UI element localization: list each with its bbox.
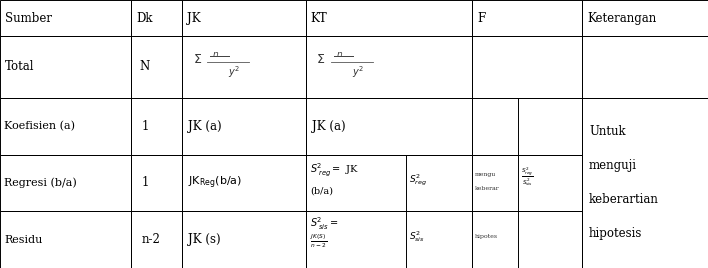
Text: Dk: Dk (136, 12, 152, 25)
Text: Total: Total (5, 61, 35, 73)
Text: F: F (477, 12, 486, 25)
Bar (0, 0, 131, 36)
Text: JK (s): JK (s) (188, 233, 221, 246)
Bar (0, 155, 131, 211)
Text: $n$: $n$ (212, 50, 219, 59)
Text: $S^2_{\ sis}=$: $S^2_{\ sis}=$ (310, 215, 339, 232)
Bar (306, 98, 472, 155)
Bar (182, 211, 306, 268)
Bar (472, 155, 582, 211)
Text: keberar: keberar (475, 186, 500, 191)
Text: Koefisien (a): Koefisien (a) (4, 121, 75, 131)
Text: 1: 1 (142, 176, 149, 189)
Text: $\overline{\quad\quad}$: $\overline{\quad\quad}$ (209, 51, 230, 60)
Text: Residu: Residu (4, 235, 42, 245)
Text: $\Sigma$: $\Sigma$ (193, 53, 202, 66)
Text: mengu: mengu (475, 172, 496, 177)
Bar (472, 98, 582, 155)
Text: $y^2$: $y^2$ (352, 64, 364, 80)
Bar (582, 36, 708, 98)
Bar (582, 98, 708, 268)
Bar (182, 155, 306, 211)
Text: keberartian: keberartian (589, 193, 659, 206)
Bar (131, 155, 182, 211)
Text: $S^2_{\ reg}=$ JK: $S^2_{\ reg}=$ JK (310, 162, 359, 179)
Text: JK (a): JK (a) (188, 120, 222, 133)
Text: JK (a): JK (a) (312, 120, 346, 133)
Bar (306, 211, 472, 268)
Text: menguji: menguji (589, 159, 637, 172)
Bar (182, 0, 306, 36)
Bar (182, 98, 306, 155)
Text: $\overline{\quad\quad}$: $\overline{\quad\quad}$ (333, 51, 354, 60)
Text: KT: KT (311, 12, 328, 25)
Bar (306, 36, 472, 98)
Bar (131, 98, 182, 155)
Text: $S^2_{sis}$: $S^2_{sis}$ (409, 229, 426, 244)
Bar (306, 0, 472, 36)
Text: 1: 1 (142, 120, 149, 133)
Text: Sumber: Sumber (5, 12, 52, 25)
Bar (182, 36, 306, 98)
Text: Regresi (b/a): Regresi (b/a) (4, 178, 77, 188)
Text: $y^2$: $y^2$ (228, 64, 240, 80)
Text: $n$: $n$ (336, 50, 343, 59)
Bar (306, 155, 472, 211)
Text: $S^2_{reg}$: $S^2_{reg}$ (409, 172, 427, 188)
Bar (472, 36, 582, 98)
Text: Untuk: Untuk (589, 125, 626, 138)
Bar (0, 98, 131, 155)
Bar (0, 36, 131, 98)
Text: Keterangan: Keterangan (587, 12, 656, 25)
Bar (472, 0, 582, 36)
Text: $\frac{S^2_{reg}}{S^2_{sis}}$: $\frac{S^2_{reg}}{S^2_{sis}}$ (521, 165, 534, 188)
Bar (472, 211, 582, 268)
Text: $\mathrm{JK}_{\mathrm{Reg}}\mathrm{(b/a)}$: $\mathrm{JK}_{\mathrm{Reg}}\mathrm{(b/a)… (188, 175, 242, 191)
Bar (582, 0, 708, 36)
Text: $\frac{JK(S)}{n-2}$: $\frac{JK(S)}{n-2}$ (310, 232, 328, 250)
Text: n-2: n-2 (142, 233, 161, 246)
Text: N: N (139, 61, 149, 73)
Text: hipotes: hipotes (475, 234, 498, 239)
Text: JK: JK (187, 12, 200, 25)
Bar (131, 211, 182, 268)
Text: $\Sigma$: $\Sigma$ (316, 53, 326, 66)
Text: (b/a): (b/a) (310, 187, 333, 196)
Bar (131, 36, 182, 98)
Bar (131, 0, 182, 36)
Bar (0, 211, 131, 268)
Text: hipotesis: hipotesis (589, 228, 642, 240)
